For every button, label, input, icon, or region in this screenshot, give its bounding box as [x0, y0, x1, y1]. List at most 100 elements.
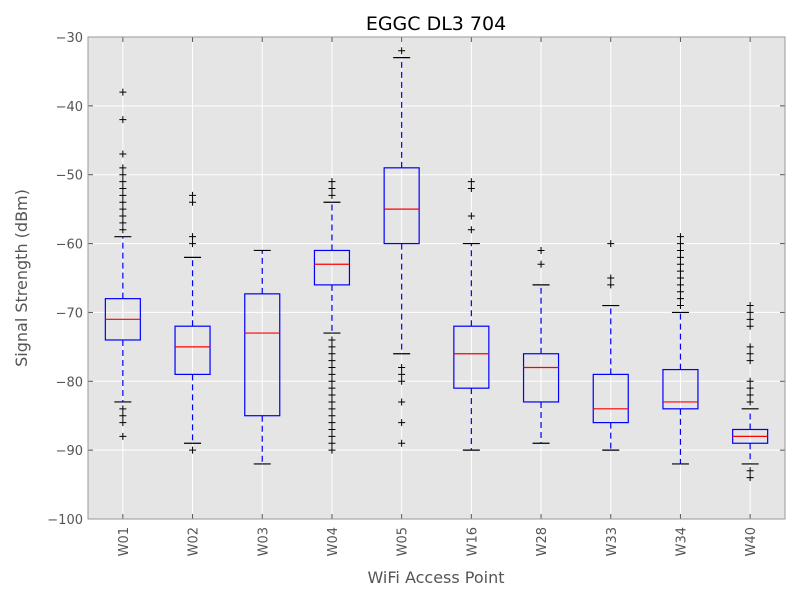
box-series — [87, 36, 786, 520]
y-axis-label: Signal Strength (dBm) — [12, 189, 31, 367]
iqr-box — [662, 368, 699, 410]
outlier-point — [676, 240, 684, 248]
iqr-box — [244, 293, 281, 417]
outlier-point — [328, 350, 336, 358]
outlier-point — [189, 198, 197, 206]
outlier-point — [189, 191, 197, 199]
x-tick-labels: W01 W02 W03 W04 W05 W16 W28 W33 W34 W40 — [117, 527, 759, 556]
outlier-point — [746, 302, 754, 310]
outlier-point — [119, 191, 127, 199]
box-w03 — [244, 249, 281, 465]
outlier-point — [398, 370, 406, 378]
outlier-point — [189, 446, 197, 454]
outlier-point — [467, 184, 475, 192]
outlier-point — [607, 281, 615, 289]
outlier-point — [746, 377, 754, 385]
box-w01 — [104, 88, 141, 440]
outlier-point — [119, 198, 127, 206]
outlier-point — [189, 240, 197, 248]
outlier-point — [676, 260, 684, 268]
y-tick-label: −50 — [56, 169, 83, 184]
outlier-point — [119, 116, 127, 124]
outlier-point — [328, 439, 336, 447]
x-tick-label-w01: W01 — [117, 527, 132, 556]
outlier-point — [119, 412, 127, 420]
outlier-point — [328, 370, 336, 378]
y-tick-label: −70 — [56, 306, 83, 321]
outlier-point — [467, 212, 475, 220]
y-tick-label: −30 — [56, 31, 83, 46]
outlier-point — [328, 364, 336, 372]
outlier-point — [398, 377, 406, 385]
outlier-point — [328, 384, 336, 392]
outlier-point — [746, 357, 754, 365]
outlier-point — [676, 288, 684, 296]
outlier-point — [676, 233, 684, 241]
iqr-box — [453, 325, 490, 389]
outlier-point — [119, 184, 127, 192]
outlier-point — [119, 219, 127, 227]
box-w16 — [453, 178, 490, 451]
outlier-point — [119, 405, 127, 413]
outlier-point — [746, 308, 754, 316]
outlier-point — [607, 240, 615, 248]
outlier-point — [676, 267, 684, 275]
outlier-point — [328, 391, 336, 399]
outlier-point — [119, 164, 127, 172]
outlier-point — [398, 419, 406, 427]
outlier-point — [119, 150, 127, 158]
outlier-point — [119, 432, 127, 440]
outlier-point — [746, 467, 754, 475]
outlier-point — [676, 281, 684, 289]
y-tick-label: −60 — [56, 238, 83, 253]
outlier-point — [467, 178, 475, 186]
x-tick-label-w16: W16 — [465, 527, 480, 556]
outlier-point — [398, 47, 406, 55]
outlier-point — [328, 377, 336, 385]
outlier-point — [328, 446, 336, 454]
outlier-point — [328, 432, 336, 440]
outlier-point — [328, 178, 336, 186]
box-w02 — [174, 191, 211, 454]
y-tick-labels: −30 −40 −50 −60 −70 −80 −90 −100 — [47, 31, 83, 528]
outlier-point — [119, 88, 127, 96]
outlier-point — [537, 260, 545, 268]
box-w05 — [383, 47, 420, 447]
outlier-point — [328, 419, 336, 427]
outlier-point — [119, 419, 127, 427]
box-w33 — [592, 240, 629, 451]
outlier-point — [746, 343, 754, 351]
outlier-point — [746, 474, 754, 482]
plot-area — [88, 37, 785, 519]
outlier-point — [676, 274, 684, 282]
x-tick-label-w02: W02 — [187, 527, 202, 556]
x-tick-label-w40: W40 — [744, 527, 759, 556]
outlier-point — [328, 425, 336, 433]
y-tick-label: −100 — [47, 513, 83, 528]
outlier-point — [746, 398, 754, 406]
iqr-box — [174, 325, 211, 376]
outlier-point — [398, 439, 406, 447]
outlier-point — [328, 405, 336, 413]
outlier-point — [119, 212, 127, 220]
outlier-point — [467, 226, 475, 234]
outlier-point — [746, 315, 754, 323]
outlier-point — [328, 412, 336, 420]
iqr-box — [383, 167, 420, 245]
x-tick-label-w04: W04 — [326, 527, 341, 556]
iqr-box — [592, 373, 629, 424]
outlier-point — [537, 246, 545, 254]
x-tick-label-w28: W28 — [535, 527, 550, 556]
iqr-box — [522, 353, 560, 403]
x-tick-label-w34: W34 — [674, 527, 689, 556]
box-w04 — [313, 178, 351, 454]
y-tick-label: −80 — [56, 375, 83, 390]
iqr-box — [313, 249, 351, 286]
x-tick-label-w05: W05 — [396, 527, 411, 556]
outlier-point — [676, 302, 684, 310]
outlier-point — [328, 191, 336, 199]
outlier-point — [676, 253, 684, 261]
box-w40 — [732, 302, 769, 482]
box-w28 — [522, 246, 560, 444]
